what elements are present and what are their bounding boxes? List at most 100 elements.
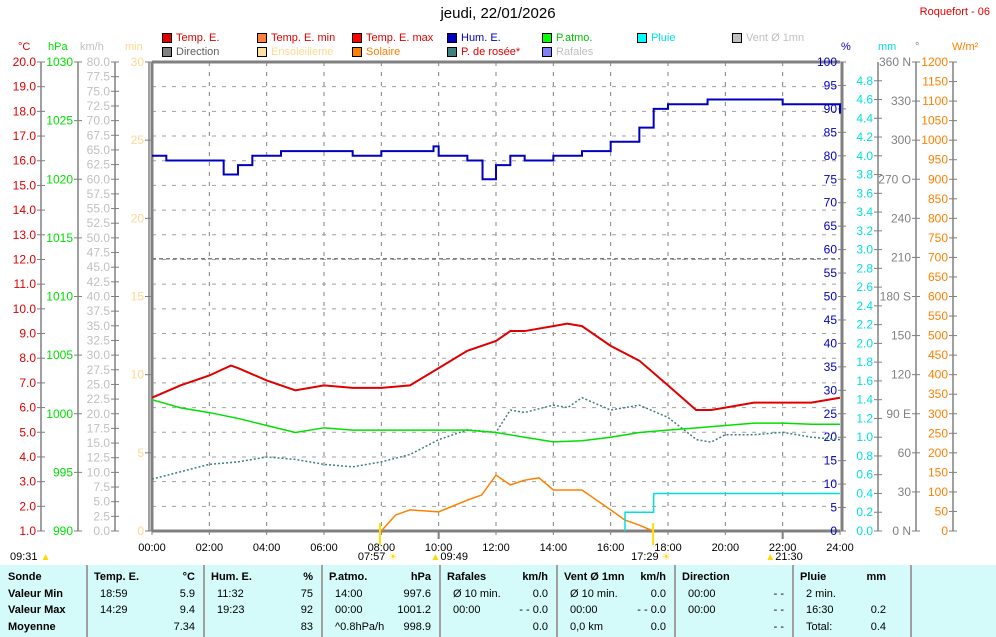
- legend-item[interactable]: P. de rosée*: [447, 46, 520, 58]
- wind-tick-label: 47.5: [87, 246, 111, 260]
- temp-tick-label: 4.0: [19, 450, 36, 464]
- table-column: Temp. E. °C 18:59 5.9 14:29 9.4 7.34: [88, 565, 205, 637]
- legend-item[interactable]: Hum. E.: [447, 32, 501, 44]
- rain-tick-label: 4.6: [856, 93, 873, 107]
- legend-item[interactable]: Solaire: [352, 46, 400, 58]
- legend-item[interactable]: Temp. E. min: [257, 32, 335, 44]
- table-row: [912, 604, 996, 620]
- wind-tick-label: 67.5: [87, 128, 111, 142]
- temp-tick-label: 9.0: [19, 327, 36, 341]
- legend-item[interactable]: Rafales: [542, 46, 593, 58]
- dir-tick-label: 240: [891, 211, 911, 225]
- rain-tick-label: 4.8: [856, 74, 873, 88]
- temp-tick-label: 16.0: [13, 154, 37, 168]
- legend-label: Temp. E. min: [271, 32, 336, 44]
- table-row: Ø 10 min. 0.0: [558, 588, 674, 604]
- event-sunrise: 07:57 ☀: [358, 551, 398, 563]
- table-row: 0,0 km 0.0: [558, 621, 674, 637]
- table-row: - -: [676, 621, 792, 637]
- press-tick-label: 1000: [46, 407, 73, 421]
- cell-left: 18:59: [100, 588, 128, 600]
- legend-item[interactable]: Temp. E.: [162, 32, 219, 44]
- rain-tick-label: 0.4: [856, 486, 873, 500]
- series-temp-e-: [151, 322, 841, 412]
- legend-swatch-icon: [352, 47, 362, 57]
- sun-tick-label: 25: [131, 133, 145, 147]
- solar-tick-label: 700: [928, 250, 948, 264]
- cell-left: 19:23: [217, 604, 245, 617]
- cell-left: 00:00: [688, 588, 716, 600]
- x-tick-label: 24:00: [826, 542, 854, 554]
- press-tick-label: 1030: [46, 55, 73, 69]
- legend-label: Hum. E.: [461, 32, 501, 44]
- cell-right: - -: [773, 620, 784, 633]
- rain-tick-label: 2.8: [856, 261, 873, 275]
- cell-left: Moyenne: [8, 620, 56, 633]
- moonrise-icon: ▲: [430, 552, 441, 563]
- hum-tick-label: 60: [824, 243, 838, 257]
- dir-tick-label: 120: [891, 368, 911, 382]
- legend-swatch-icon: [162, 47, 172, 57]
- solar-tick-label: 300: [928, 407, 948, 421]
- legend-swatch-icon: [732, 33, 742, 43]
- hum-tick-label: 25: [824, 407, 838, 421]
- wind-tick-label: 55.0: [87, 202, 111, 216]
- cell-right: hPa: [410, 571, 431, 583]
- legend-swatch-icon: [447, 47, 457, 57]
- solar-axis-unit: W/m²: [952, 41, 979, 53]
- legend-item[interactable]: Temp. E. max: [352, 32, 433, 44]
- table-column: Hum. E.% 11:32 75 19:23 92 83: [205, 565, 323, 637]
- table-row: 14:29 9.4: [88, 604, 203, 620]
- cell-right: 0.4: [870, 620, 886, 633]
- rain-tick-label: 4.2: [856, 130, 873, 144]
- legend-label: P. de rosée*: [461, 46, 521, 58]
- x-tick-label: 22:00: [769, 542, 797, 554]
- press-tick-label: 1025: [46, 114, 73, 128]
- hum-tick-label: 15: [824, 454, 838, 468]
- dir-tick-label: 330: [891, 94, 911, 108]
- summary-table: Sonde Valeur Min Valeur Max Moyenne Temp. E.…: [0, 565, 996, 637]
- table-header: Temp. E. °C: [88, 571, 203, 587]
- legend-label: Ensoleilleme: [271, 46, 334, 58]
- cell-right: 0.0: [650, 588, 666, 600]
- solar-tick-label: 1200: [921, 55, 948, 69]
- table-column: Sonde Valeur Min Valeur Max Moyenne: [0, 565, 88, 637]
- cell-right: 92: [300, 604, 313, 617]
- wind-tick-label: 65.0: [87, 143, 111, 157]
- table-row: 00:00 - - 0.0: [441, 604, 556, 620]
- legend-swatch-icon: [352, 33, 362, 43]
- press-tick-label: 990: [53, 524, 73, 538]
- legend-item[interactable]: Vent Ø 1mn: [732, 32, 804, 44]
- legend-item[interactable]: P.atmo.: [542, 32, 593, 44]
- event-time: 09:49: [440, 551, 468, 563]
- legend-item[interactable]: Pluie: [637, 32, 675, 44]
- rain-tick-label: 2.2: [856, 318, 873, 332]
- cell-right: mm: [866, 571, 886, 583]
- x-tick-label: 02:00: [196, 542, 224, 554]
- table-header: P.atmo. hPa: [323, 571, 439, 587]
- rain-tick-label: 3.2: [856, 224, 873, 238]
- temp-tick-label: 8.0: [19, 351, 36, 365]
- legend-item[interactable]: Direction: [162, 46, 219, 58]
- station-name[interactable]: Roquefort - 06: [919, 6, 990, 18]
- hum-axis-unit: %: [841, 41, 851, 53]
- hum-tick-label: 80: [824, 149, 838, 163]
- wind-tick-label: 35.0: [87, 319, 111, 333]
- solar-tick-label: 550: [928, 309, 948, 323]
- hum-tick-label: 5: [830, 501, 837, 515]
- table-row: 14:00 997.6: [323, 588, 439, 604]
- wind-tick-label: 57.5: [87, 187, 111, 201]
- table-row: ^0.8hPa/h 998.9: [323, 621, 439, 637]
- sun-axis-unit: min: [125, 41, 143, 53]
- legend-label: Pluie: [651, 32, 676, 44]
- table-row: Total: 0.4: [794, 621, 910, 637]
- table-row: 0.0: [441, 621, 556, 637]
- series-p-de-ros-e: [151, 396, 841, 480]
- cell-right: 0.2: [870, 604, 886, 617]
- legend-swatch-icon: [257, 33, 267, 43]
- legend-item[interactable]: Ensoleilleme: [257, 46, 333, 58]
- solar-tick-label: 450: [928, 348, 948, 362]
- hum-tick-label: 35: [824, 360, 838, 374]
- cell-right: %: [303, 571, 313, 583]
- series-p-atmo-: [151, 398, 840, 443]
